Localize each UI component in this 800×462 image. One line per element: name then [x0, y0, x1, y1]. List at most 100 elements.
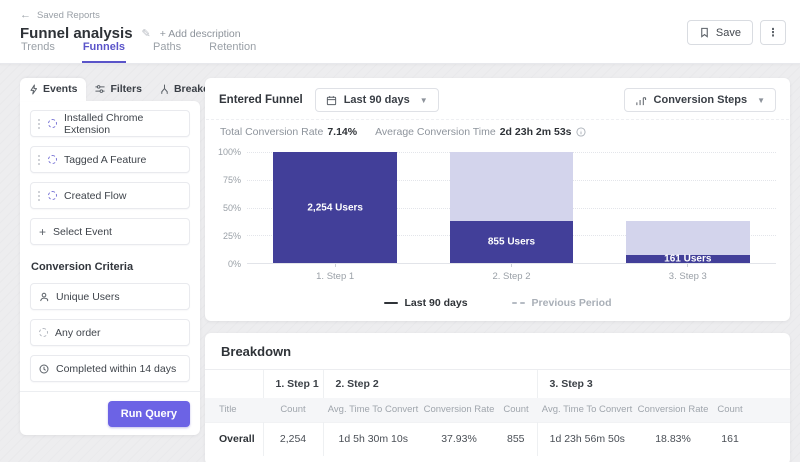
top-bar: ← Saved Reports Funnel analysis ✎ + Add … — [0, 0, 800, 64]
tab-retention[interactable]: Retention — [208, 41, 257, 63]
tab-paths[interactable]: Paths — [152, 41, 182, 63]
column-header: Title — [205, 398, 263, 422]
event-label: Installed Chrome Extension — [64, 111, 144, 136]
column-header: Count — [709, 398, 752, 422]
user-icon — [39, 292, 49, 302]
panel-tab-events[interactable]: Events — [20, 78, 87, 101]
cell-avg-time: 1d 5h 30m 10s — [323, 421, 423, 456]
event-loop-icon — [48, 155, 57, 164]
avg-time-label: Average Conversion Time — [375, 126, 496, 138]
drag-handle-icon[interactable] — [37, 154, 42, 165]
cell-count: 161 — [709, 421, 752, 456]
funnel-step-column[interactable]: 855 Users — [423, 152, 599, 263]
y-tick: 100% — [217, 147, 241, 157]
results-area: Entered Funnel Last 90 days ▼ — [205, 78, 790, 462]
plot-area: 2,254 Users 855 Users — [247, 152, 776, 265]
y-tick: 50% — [222, 203, 241, 213]
funnel-step-column[interactable]: 2,254 Users — [247, 152, 423, 263]
plus-icon: + — [39, 224, 47, 239]
drag-handle-icon[interactable] — [37, 118, 42, 129]
select-event-button[interactable]: + Select Event — [30, 218, 190, 245]
column-header: Conversion Rate — [423, 398, 495, 422]
event-row[interactable]: Installed Chrome Extension — [30, 110, 190, 137]
x-label: 3. Step 3 — [668, 271, 707, 282]
total-rate-label: Total Conversion Rate — [220, 126, 324, 138]
legend-label: Previous Period — [531, 297, 612, 309]
cell-count: 2,254 — [263, 421, 324, 456]
cell-count: 855 — [495, 421, 538, 456]
save-button[interactable]: Save — [686, 20, 753, 45]
report-tabs: Trends Funnels Paths Retention — [20, 41, 257, 63]
criteria-label: Any order — [55, 326, 101, 339]
column-header: Count — [263, 398, 323, 422]
column-header: Conversion Rate — [637, 398, 710, 422]
conversion-criteria-heading: Conversion Criteria — [31, 261, 134, 273]
cell-avg-time: 1d 23h 56m 50s — [537, 421, 638, 456]
criteria-row-window[interactable]: Completed within 14 days — [30, 355, 190, 382]
table-row[interactable]: Overall 2,254 1d 5h 30m 10s 37.93% 855 1… — [205, 421, 790, 456]
sliders-icon — [95, 84, 105, 94]
breakdown-table: 1. Step 1 2. Step 2 3. Step 3 Title Coun… — [205, 370, 790, 456]
event-label: Created Flow — [64, 189, 127, 202]
kebab-icon: ⋮ — [767, 27, 779, 39]
chevron-down-icon: ▼ — [757, 95, 765, 105]
more-options-button[interactable]: ⋮ — [760, 20, 786, 45]
edit-title-icon[interactable]: ✎ — [141, 28, 151, 40]
bar-label: 2,254 Users — [307, 202, 363, 213]
clock-icon — [39, 363, 49, 374]
x-axis: 1. Step 1 2. Step 2 3. Step 3 — [205, 264, 790, 282]
panel-tab-label: Filters — [110, 83, 142, 95]
breakdown-card: Breakdown 1. Step 1 2. Step 2 3. Step 3 … — [205, 333, 790, 462]
previous-step-bar — [626, 220, 750, 256]
column-header: Count — [495, 398, 538, 422]
column-header: Avg. Time To Convert — [323, 398, 423, 422]
funnel-step-column[interactable]: 161 Users — [600, 152, 776, 265]
query-panel: Events Filters Breakdown — [20, 78, 231, 437]
query-panel-footer: Run Query — [20, 391, 200, 437]
event-row[interactable]: Created Flow — [30, 182, 190, 209]
tab-funnels[interactable]: Funnels — [81, 41, 126, 63]
split-icon — [160, 84, 169, 95]
x-label: 1. Step 1 — [316, 271, 355, 282]
run-query-button[interactable]: Run Query — [107, 401, 190, 427]
funnel-title: Entered Funnel — [219, 94, 303, 106]
info-icon[interactable] — [575, 127, 586, 137]
event-loop-icon — [48, 191, 57, 200]
save-label: Save — [715, 26, 741, 39]
x-tick — [510, 264, 512, 267]
converted-bar: 2,254 Users — [273, 152, 397, 263]
cell-conversion-rate: 18.83% — [637, 421, 710, 456]
funnel-stats: Total Conversion Rate 7.14% Average Conv… — [206, 119, 789, 144]
step-group-header: 2. Step 2 — [323, 370, 538, 398]
criteria-row-counting[interactable]: Unique Users — [30, 283, 190, 310]
step-group-row: 1. Step 1 2. Step 2 3. Step 3 — [205, 370, 790, 398]
event-loop-icon — [48, 119, 57, 128]
criteria-row-order[interactable]: Any order — [30, 319, 190, 346]
back-label: Saved Reports — [37, 10, 100, 21]
total-rate-value: 7.14% — [327, 126, 358, 138]
date-range-dropdown[interactable]: Last 90 days ▼ — [314, 88, 439, 112]
event-row[interactable]: Tagged A Feature — [30, 146, 190, 173]
query-panel-tabs: Events Filters Breakdown — [20, 78, 231, 101]
drag-handle-icon[interactable] — [37, 190, 42, 201]
legend-label: Last 90 days — [404, 297, 468, 309]
converted-bar: 855 Users — [449, 220, 574, 263]
converted-bar: 161 Users — [626, 254, 750, 265]
x-tick — [687, 264, 689, 267]
chevron-down-icon: ▼ — [419, 95, 428, 105]
add-description-button[interactable]: + Add description — [159, 27, 241, 40]
date-range-value: Last 90 days — [343, 94, 410, 106]
chart-legend: Last 90 days Previous Period — [205, 297, 790, 309]
legend-previous-period[interactable]: Previous Period — [511, 297, 612, 309]
criteria-label: Unique Users — [56, 290, 120, 303]
back-link[interactable]: ← Saved Reports — [20, 10, 786, 22]
panel-tab-label: Events — [43, 83, 78, 95]
tab-trends[interactable]: Trends — [20, 41, 56, 63]
legend-current-period[interactable]: Last 90 days — [383, 297, 468, 309]
panel-tab-filters[interactable]: Filters — [86, 78, 151, 101]
y-axis: 100% 75% 50% 25% 0% — [215, 147, 247, 269]
view-mode-value: Conversion Steps — [653, 94, 748, 106]
criteria-label: Completed within 14 days — [56, 362, 177, 375]
view-mode-dropdown[interactable]: Conversion Steps ▼ — [623, 88, 776, 112]
step-group-header: 3. Step 3 — [549, 378, 593, 390]
